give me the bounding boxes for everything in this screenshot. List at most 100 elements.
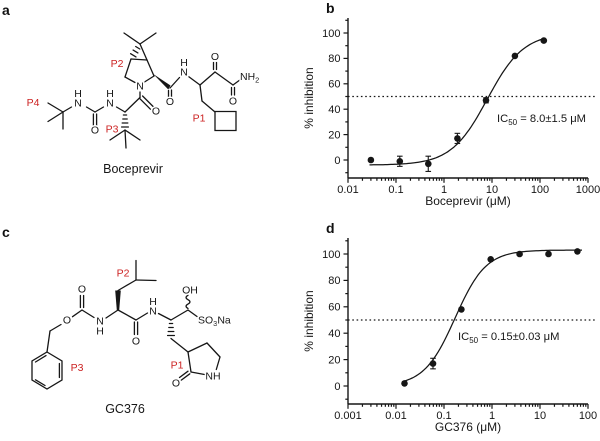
- y-tick-label: 80: [328, 275, 340, 287]
- panel-label-c: c: [2, 224, 10, 240]
- x-tick-label: 0.01: [337, 184, 358, 196]
- x-tick-label: 10: [534, 410, 546, 422]
- ic50-subscript: 50: [508, 118, 517, 127]
- x-tick-label: 10: [486, 184, 498, 196]
- ic50-prefix: IC: [497, 113, 508, 125]
- atom-label: H: [106, 88, 114, 100]
- tick-labels: 0 20 40 60 80 100 0.01 0.1 1 10 100 1000: [322, 28, 600, 196]
- x-tick-label: 1000: [576, 184, 600, 196]
- x-tick-label: 1: [441, 184, 447, 196]
- atom-label: O: [211, 51, 219, 63]
- axes: [347, 238, 588, 405]
- axes: [347, 18, 588, 179]
- nh-text: NH: [240, 71, 255, 83]
- stereo-wedge-bond: [115, 290, 121, 310]
- x-tick-label: 0.1: [388, 184, 403, 196]
- site-label-p4: P4: [27, 97, 40, 109]
- y-axis-label: % inhibition: [302, 290, 316, 351]
- data-point: [367, 156, 375, 164]
- panel-label-a: a: [2, 2, 10, 18]
- data-point: [487, 256, 494, 263]
- y-axis-label: % inhibition: [302, 67, 316, 128]
- atom-label: N: [106, 98, 114, 110]
- site-label-p1: P1: [193, 113, 206, 125]
- atom-label: N: [74, 98, 82, 110]
- data-point: [396, 158, 404, 165]
- panel-label-d: d: [326, 220, 335, 236]
- compound-name: Boceprevir: [103, 162, 163, 176]
- tick-labels: 0 20 40 60 80 100 0.001 0.01 0.1 1 10 100: [322, 249, 597, 422]
- site-label-p3: P3: [106, 124, 119, 136]
- atom-label: O: [91, 125, 99, 137]
- x-tick-label: 0.01: [385, 410, 406, 422]
- data-point: [458, 306, 465, 313]
- error-bars: [397, 97, 489, 172]
- x-tick-label: 0.001: [334, 410, 362, 422]
- boceprevir-atom-labels: N O N H O O NH2 O N H O N H: [73, 50, 261, 139]
- atom-label: N: [136, 81, 144, 93]
- x-tick-label: 0.1: [436, 410, 451, 422]
- atom-label: N: [180, 67, 188, 79]
- ic50-value: = 8.0±1.5 μM: [517, 113, 586, 125]
- x-tick-label: 1: [489, 410, 495, 422]
- y-tick-label: 20: [328, 354, 340, 366]
- atom-label: NH: [205, 371, 220, 383]
- so-text: SO: [198, 315, 213, 327]
- gc376-structure: O O N H O N H OH SO3Na NH O P2 P3 P1 GC3…: [31, 259, 232, 416]
- ic50-annotation: IC50 = 8.0±1.5 μM: [497, 113, 586, 127]
- y-tick-label: 60: [328, 302, 340, 314]
- data-point: [511, 52, 519, 60]
- y-tick-label: 40: [328, 328, 340, 340]
- data-points: [367, 37, 548, 168]
- data-points: [401, 248, 581, 387]
- panel-label-b: b: [326, 0, 335, 16]
- atom-label: H: [74, 88, 82, 100]
- na-text: Na: [217, 315, 231, 327]
- atom-label: O: [152, 106, 160, 118]
- boceprevir-structure: N O N H O O NH2 O N H O N H P2 P4 P3 P1 …: [25, 32, 261, 176]
- y-tick-label: 100: [322, 28, 340, 40]
- ic50-annotation: IC50 = 0.15±0.03 μM: [458, 331, 559, 345]
- site-label-p2: P2: [117, 268, 130, 280]
- y-tick-label: 0: [334, 381, 340, 393]
- fit-curve: [402, 249, 582, 383]
- atom-label: H: [96, 326, 104, 338]
- y-tick-label: 40: [328, 104, 340, 116]
- ticks: [343, 19, 589, 183]
- atom-label: N: [96, 316, 104, 328]
- atom-label: H: [180, 57, 188, 69]
- ic50-value: = 0.15±0.03 μM: [478, 331, 559, 343]
- y-tick-label: 20: [328, 129, 340, 141]
- gc376-site-labels: P2 P3 P1: [69, 266, 185, 375]
- data-point: [516, 250, 523, 258]
- y-tick-label: 60: [328, 79, 340, 91]
- atom-label: O: [132, 336, 140, 348]
- atom-label: O: [78, 284, 86, 296]
- data-point: [401, 380, 408, 387]
- data-point: [429, 360, 437, 367]
- stereo-wedge-bond: [153, 74, 171, 90]
- site-label-p2: P2: [111, 58, 124, 70]
- gc376-atom-labels: O O N H O N H OH SO3Na NH O: [61, 282, 232, 391]
- data-point: [545, 250, 552, 258]
- atom-label: O: [166, 96, 174, 108]
- y-tick-label: 100: [322, 249, 340, 261]
- gc376-skeleton: [31, 259, 221, 390]
- x-axis-label: GC376 (μM): [435, 420, 501, 434]
- dose-response-chart-gc376: 0 20 40 60 80 100 0.001 0.01 0.1 1 10 100 GC376 (μM)…: [302, 238, 597, 434]
- boceprevir-site-labels: P2 P4 P3 P1: [25, 57, 207, 137]
- atom-label: H: [149, 296, 157, 308]
- site-label-p3: P3: [71, 362, 84, 374]
- atom-label: N: [149, 306, 157, 318]
- atom-label: O: [63, 315, 71, 327]
- x-tick-label: 100: [531, 184, 549, 196]
- ic50-subscript: 50: [469, 336, 478, 345]
- atom-label-so3na: SO3Na: [198, 315, 231, 329]
- data-point: [540, 37, 548, 44]
- ic50-prefix: IC: [458, 331, 469, 343]
- x-tick-label: 100: [579, 410, 597, 422]
- compound-name: GC376: [105, 402, 145, 416]
- x-axis-label: Boceprevir (μM): [425, 194, 511, 208]
- data-point: [574, 248, 581, 255]
